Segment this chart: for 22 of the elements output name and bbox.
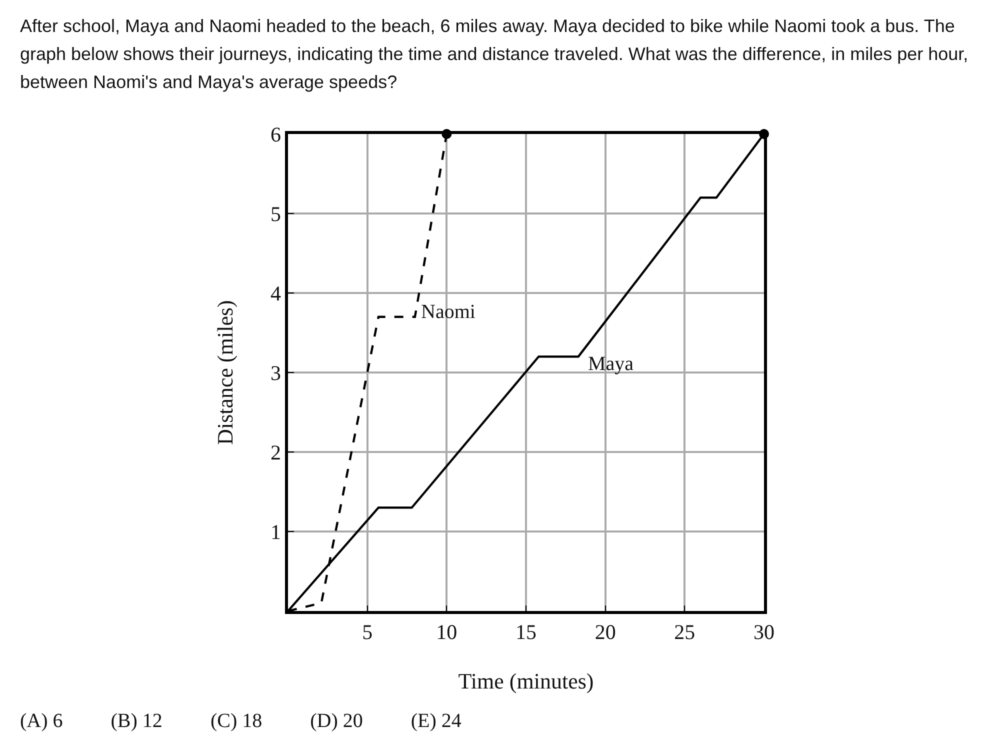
text: (D) 20	[310, 710, 363, 732]
text: (B) 12	[110, 710, 162, 732]
text: (A) 6	[20, 710, 63, 732]
y-tick-label: 5	[270, 202, 282, 226]
x-tick-label: 25	[674, 620, 696, 644]
x-axis-title: Time (minutes)	[458, 668, 594, 694]
y-tick-label: 4	[270, 281, 282, 306]
y-tick-label: 1	[270, 520, 282, 544]
y-tick-label: 3	[270, 360, 282, 385]
x-tick-label: 5	[362, 620, 373, 644]
series-label: Maya	[588, 353, 634, 375]
y-axis-title: Distance (miles)	[212, 300, 238, 445]
text: (E) 24	[410, 710, 462, 732]
x-tick-label: 10	[436, 620, 458, 644]
text: (C) 18	[210, 710, 262, 732]
y-tick-label: 6	[270, 122, 282, 146]
x-tick-label: 15	[516, 620, 536, 644]
x-tick-label: 20	[594, 620, 616, 644]
x-tick-label: 30	[754, 620, 774, 644]
series-label: Naomi	[421, 301, 476, 323]
y-tick-label: 2	[270, 440, 282, 464]
chart-title: After school, Maya and Naomi headed to the beach, 6 miles away. Maya decided to bike while Naomi took a bus. The graph below shows their journeys, indicating the time and distance traveled. What was the difference, in miles per hour, between Naomi's and Maya's average speeds?	[20, 15, 970, 94]
